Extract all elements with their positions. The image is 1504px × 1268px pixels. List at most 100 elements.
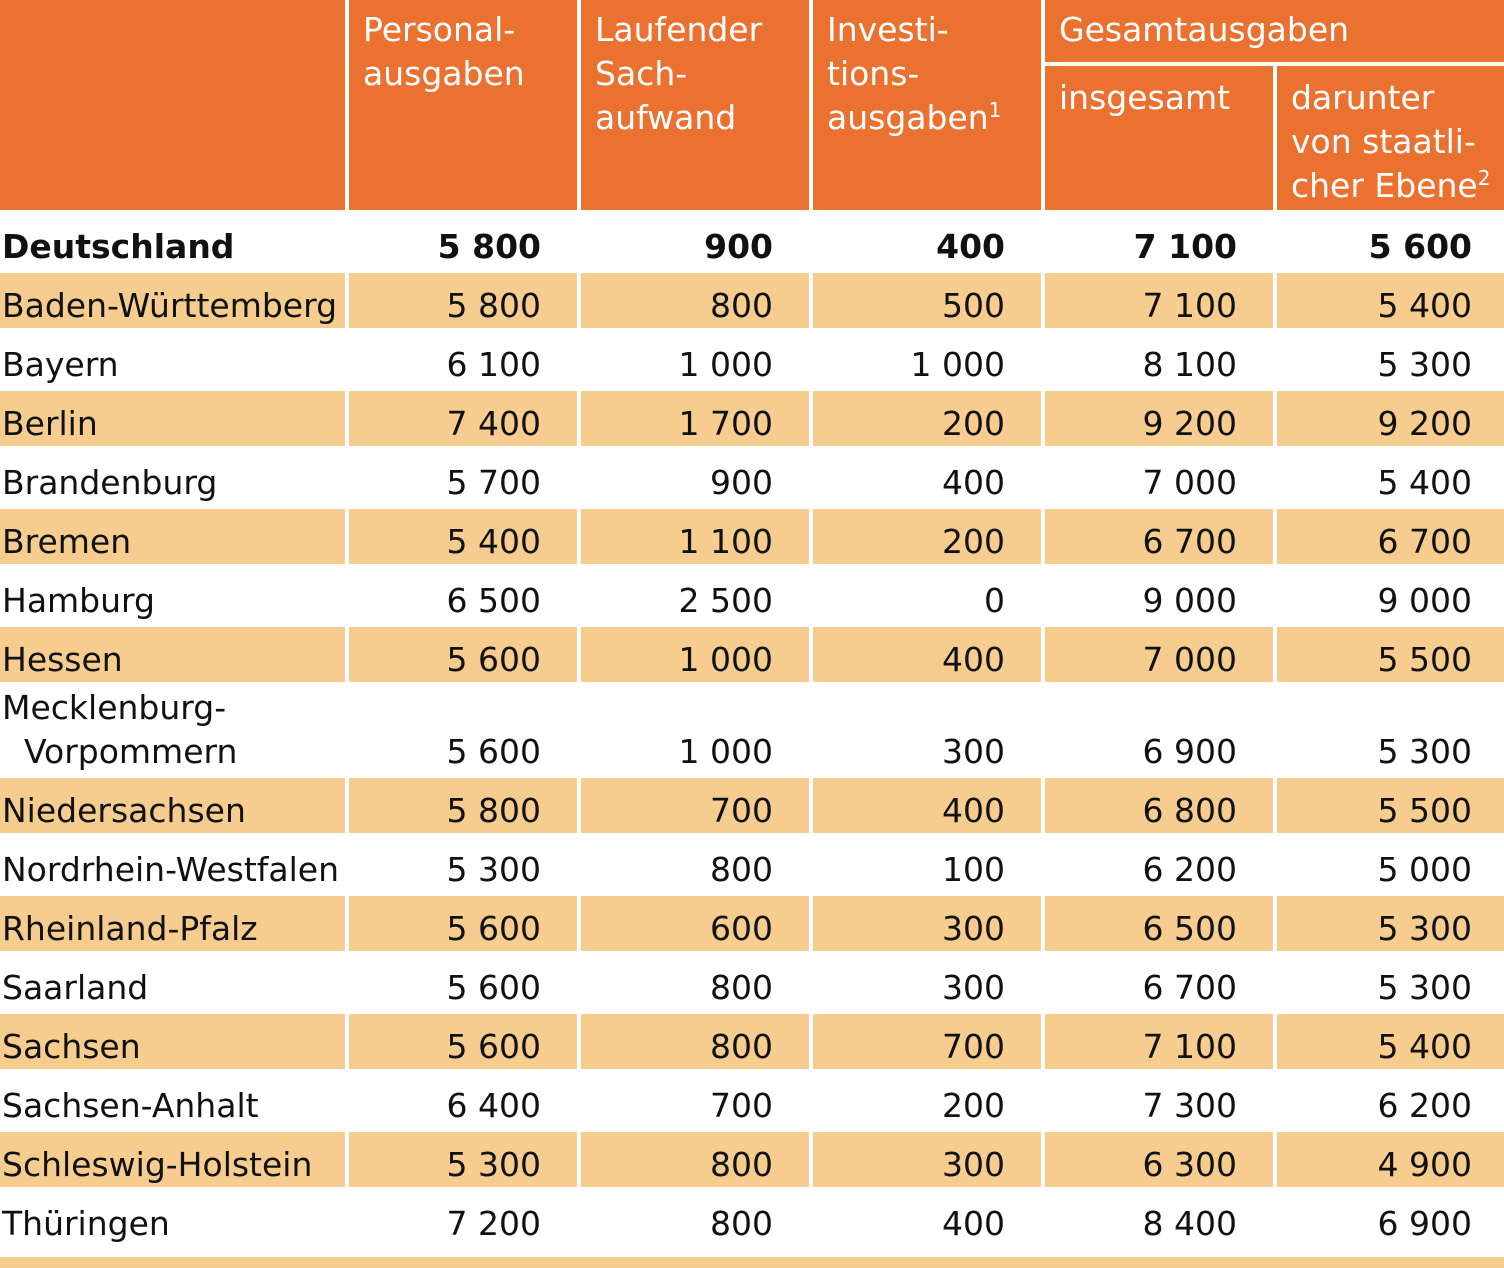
header-investitionsausgaben: Investi- tions- ausgaben1 [813,0,1041,210]
value-cell: 6 300 [1045,1132,1273,1187]
header-corner-cell [0,0,345,210]
value-cell: 6 700 [1142,968,1237,1007]
value-cell: 5 800 [349,778,577,833]
value-cell: 5 300 [1277,896,1504,951]
value-cell: 800 [710,1204,773,1243]
region-name-cell: Berlin [0,391,345,446]
value-cell: 5 600 [349,627,577,682]
value-cell: 5 400 [1277,1014,1504,1069]
value-cell: 6 900 [1142,732,1237,771]
value-cell: 300 [942,968,1005,1007]
table-row: Nordrhein-Westfalen 5 300 800 100 6 200 5 000 [0,837,1504,892]
value-cell: 200 [813,391,1041,446]
value-cell: 5 400 [1277,273,1504,328]
table-row: Schleswig-Holstein 5 300 800 300 6 300 4 900 [0,1132,1504,1187]
region-name-cell: Thüringen [2,1204,170,1243]
value-cell: 400 [942,463,1005,502]
value-cell: 300 [813,1132,1041,1187]
value-cell: 800 [581,273,809,328]
header-personalausgaben: Personal- ausgaben [349,0,577,210]
value-cell: 1 700 [581,391,809,446]
value-cell: 6 700 [1277,509,1504,564]
value-cell: 5 500 [1277,778,1504,833]
value-cell: 6 400 [446,1086,541,1125]
table-row: Berlin 7 400 1 700 200 9 200 9 200 [0,391,1504,446]
table-row: Deutschland 5 800 900 400 7 100 5 600 [0,214,1504,269]
footnote-marker: 2 [1477,166,1491,190]
value-cell: 7 400 [349,391,577,446]
value-cell: 500 [813,273,1041,328]
value-cell: 7 200 [446,1204,541,1243]
value-cell: 800 [581,1132,809,1187]
value-cell: 5 000 [1377,850,1473,889]
region-name-cell: Bremen [0,509,345,564]
value-cell: 6 500 [1045,896,1273,951]
table-row: Hessen 5 600 1 000 400 7 000 5 500 [0,627,1504,682]
value-cell: 800 [581,1014,809,1069]
table-row: Mecklenburg- Vorpommern 5 600 1 000 300 6 900… [0,686,1504,774]
table-header: Personal- ausgaben Laufender Sach- aufwa… [0,0,1504,210]
value-cell: 100 [942,850,1005,889]
value-cell: 7 100 [1045,1014,1273,1069]
value-cell: 800 [710,850,773,889]
region-name-cell: Baden-Württemberg [0,273,345,328]
value-cell: 6 100 [446,345,541,384]
value-cell: 1 100 [581,509,809,564]
header-insgesamt: insgesamt [1045,66,1273,210]
region-name-cell: Niedersachsen [0,778,345,833]
value-cell: 700 [581,778,809,833]
value-cell: 1 000 [678,732,773,771]
value-cell: 9 000 [1142,581,1237,620]
value-cell: 5 300 [1377,732,1473,771]
table-bottom-band [0,1257,1504,1268]
region-name-cell: Hamburg [2,581,155,620]
region-name-cell: Hessen [0,627,345,682]
value-cell: 7 000 [1142,463,1237,502]
region-name-cell: Nordrhein-Westfalen [2,850,340,889]
value-cell: 600 [581,896,809,951]
value-cell: 200 [813,509,1041,564]
value-cell: 7 100 [1133,227,1237,266]
value-cell: 7 100 [1045,273,1273,328]
value-cell: 5 300 [1377,968,1473,1007]
value-cell: 800 [710,968,773,1007]
table-body: Deutschland 5 800 900 400 7 100 5 600 Baden-Wü… [0,214,1504,1246]
value-cell: 400 [813,627,1041,682]
value-cell: 9 000 [1377,581,1473,620]
value-cell: 400 [936,227,1005,266]
value-cell: 5 800 [349,273,577,328]
value-cell: 700 [710,1086,773,1125]
value-cell: 0 [984,581,1005,620]
region-name-cell: Mecklenburg- Vorpommern [2,688,238,771]
value-cell: 400 [813,778,1041,833]
table-row: Bremen 5 400 1 100 200 6 700 6 700 [0,509,1504,564]
region-name-cell: Sachsen-Anhalt [2,1086,259,1125]
value-cell: 4 900 [1277,1132,1504,1187]
table-row: Baden-Württemberg 5 800 800 500 7 100 5 400 [0,273,1504,328]
value-cell: 6 200 [1377,1086,1473,1125]
table-row: Brandenburg 5 700 900 400 7 000 5 400 [0,450,1504,505]
region-name-cell: Deutschland [2,227,235,266]
table-row: Saarland 5 600 800 300 6 700 5 300 [0,955,1504,1010]
value-cell: 5 600 [349,896,577,951]
value-cell: 5 300 [1377,345,1473,384]
value-cell: 8 100 [1142,345,1237,384]
value-cell: 5 400 [349,509,577,564]
value-cell: 2 500 [678,581,773,620]
value-cell: 9 200 [1277,391,1504,446]
table-row: Hamburg 6 500 2 500 0 9 000 9 000 [0,568,1504,623]
table-row: Sachsen-Anhalt 6 400 700 200 7 300 6 200 [0,1073,1504,1128]
value-cell: 5 300 [349,1132,577,1187]
value-cell: 5 300 [446,850,541,889]
region-name-cell: Sachsen [0,1014,345,1069]
header-laufender-sachaufwand: Laufender Sach- aufwand [581,0,809,210]
value-cell: 5 600 [446,732,541,771]
value-cell: 400 [942,1204,1005,1243]
value-cell: 6 800 [1045,778,1273,833]
value-cell: 7 300 [1142,1086,1237,1125]
table-row: Niedersachsen 5 800 700 400 6 800 5 500 [0,778,1504,833]
value-cell: 6 900 [1377,1204,1473,1243]
value-cell: 5 700 [446,463,541,502]
region-name-cell: Bayern [2,345,119,384]
